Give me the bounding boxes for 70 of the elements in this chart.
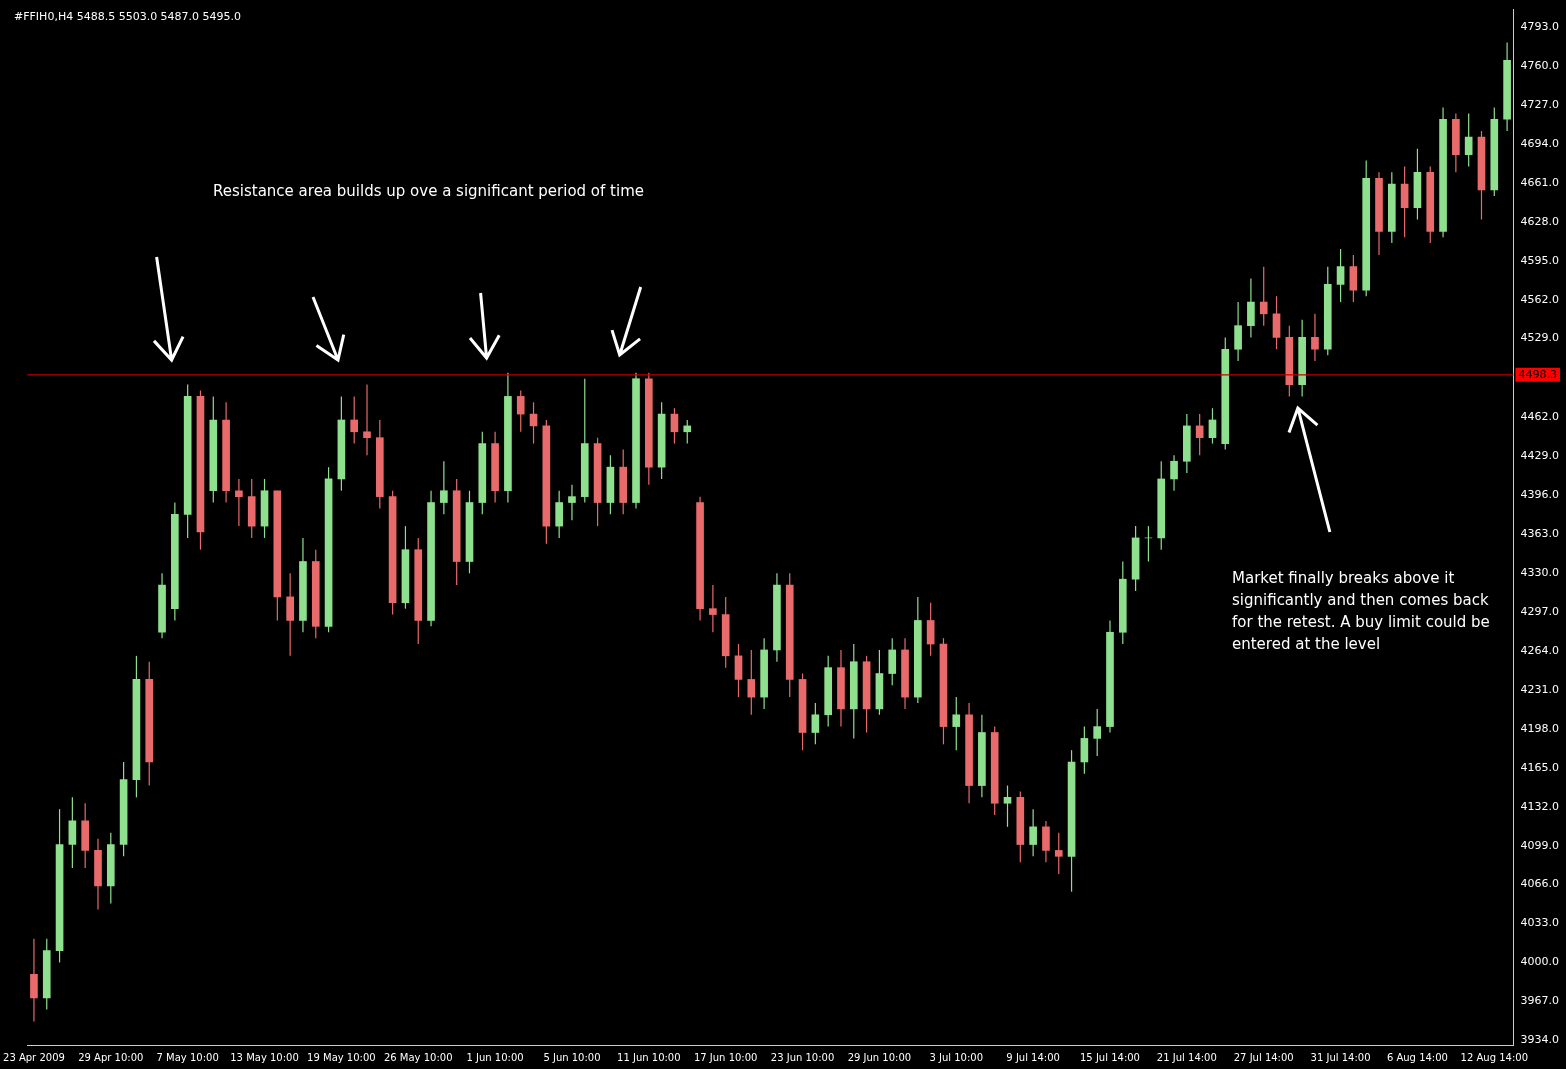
candlestick bbox=[1259, 266, 1268, 327]
candlestick bbox=[1054, 832, 1063, 875]
y-tick-label: 4429.0 bbox=[1520, 449, 1560, 463]
annotation: Market finally breaks above it significantly and then comes back for the retest. A buy limit could be entered at the level bbox=[1232, 568, 1491, 655]
candlestick bbox=[747, 649, 756, 716]
x-tick-label: 6 Aug 14:00 bbox=[1386, 1051, 1448, 1063]
x-tick-label: 23 Jun 10:00 bbox=[770, 1051, 835, 1063]
candlestick bbox=[709, 584, 717, 633]
candlestick bbox=[1003, 784, 1012, 828]
x-tick-label: 15 Jul 14:00 bbox=[1080, 1051, 1140, 1063]
candlestick bbox=[1311, 313, 1319, 362]
candlestick bbox=[1093, 708, 1102, 757]
ref-line-label: 4498.3 bbox=[1518, 367, 1558, 381]
candlestick bbox=[568, 484, 576, 521]
y-tick-label: 4231.0 bbox=[1520, 682, 1560, 696]
y-tick-label: 4000.0 bbox=[1520, 955, 1560, 969]
x-tick-label: 21 Jul 14:00 bbox=[1156, 1051, 1217, 1063]
y-tick-label: 4628.0 bbox=[1520, 214, 1560, 228]
y-tick-label: 4396.0 bbox=[1520, 488, 1560, 502]
y-tick-label: 4264.0 bbox=[1520, 643, 1560, 657]
candlestick bbox=[1336, 248, 1345, 303]
candlestick bbox=[235, 478, 243, 527]
candlestick bbox=[1170, 454, 1178, 492]
candlestick bbox=[1029, 808, 1037, 857]
y-tick-label: 3934.0 bbox=[1520, 1033, 1560, 1047]
x-tick-label: 5 Jun 10:00 bbox=[543, 1051, 601, 1063]
y-tick-label: 4132.0 bbox=[1520, 799, 1560, 813]
x-tick-label: 7 May 10:00 bbox=[156, 1051, 219, 1063]
x-tick-label: 17 Jun 10:00 bbox=[693, 1051, 758, 1063]
y-tick-label: 3967.0 bbox=[1520, 994, 1560, 1008]
x-tick-label: 27 Jul 14:00 bbox=[1233, 1051, 1294, 1063]
candlestick bbox=[363, 384, 371, 456]
y-tick-label: 4529.0 bbox=[1520, 331, 1560, 345]
candlestick bbox=[516, 389, 525, 433]
x-tick-label: 29 Jun 10:00 bbox=[847, 1051, 912, 1063]
candlestick bbox=[683, 419, 692, 445]
y-tick-label: 4462.0 bbox=[1520, 410, 1560, 424]
x-tick-label: 13 May 10:00 bbox=[230, 1051, 299, 1063]
x-tick-label: 29 Apr 10:00 bbox=[78, 1051, 144, 1063]
y-tick-label: 4760.0 bbox=[1520, 59, 1560, 73]
candlestick bbox=[1464, 112, 1473, 168]
x-tick-label: 31 Jul 14:00 bbox=[1310, 1051, 1371, 1063]
y-tick-label: 4793.0 bbox=[1520, 20, 1560, 34]
chart-title: #FFIH0,H4 5488.5 5503.0 5487.0 5495.0 bbox=[14, 10, 242, 23]
x-tick-label: 19 May 10:00 bbox=[307, 1051, 376, 1063]
annotation: Resistance area builds up ove a significant period of time bbox=[213, 182, 644, 200]
y-tick-label: 4330.0 bbox=[1520, 566, 1560, 580]
x-tick-label: 11 Jun 10:00 bbox=[617, 1051, 681, 1063]
y-tick-label: 4562.0 bbox=[1520, 292, 1560, 306]
x-tick-label: 12 Aug 14:00 bbox=[1460, 1051, 1529, 1063]
x-tick-label: 1 Jun 10:00 bbox=[466, 1051, 524, 1063]
y-tick-label: 4661.0 bbox=[1520, 175, 1560, 189]
y-tick-label: 4099.0 bbox=[1520, 838, 1560, 852]
y-tick-label: 4595.0 bbox=[1520, 253, 1560, 267]
candlestick bbox=[952, 696, 961, 751]
y-tick-label: 4297.0 bbox=[1520, 605, 1560, 619]
y-tick-label: 4694.0 bbox=[1520, 136, 1560, 150]
candlestick bbox=[440, 460, 448, 515]
candlestick bbox=[811, 702, 820, 745]
y-tick-label: 4363.0 bbox=[1520, 527, 1560, 541]
x-tick-label: 23 Apr 2009 bbox=[3, 1051, 65, 1063]
y-tick-label: 4727.0 bbox=[1520, 97, 1560, 111]
x-tick-label: 9 Jul 14:00 bbox=[1006, 1051, 1060, 1063]
y-tick-label: 4033.0 bbox=[1520, 916, 1560, 930]
candlestick bbox=[350, 395, 359, 445]
y-tick-label: 4066.0 bbox=[1520, 877, 1560, 891]
y-tick-label: 4165.0 bbox=[1520, 760, 1560, 774]
y-tick-label: 4198.0 bbox=[1520, 721, 1560, 735]
x-tick-label: 26 May 10:00 bbox=[383, 1051, 453, 1063]
x-tick-label: 3 Jul 10:00 bbox=[929, 1051, 984, 1063]
